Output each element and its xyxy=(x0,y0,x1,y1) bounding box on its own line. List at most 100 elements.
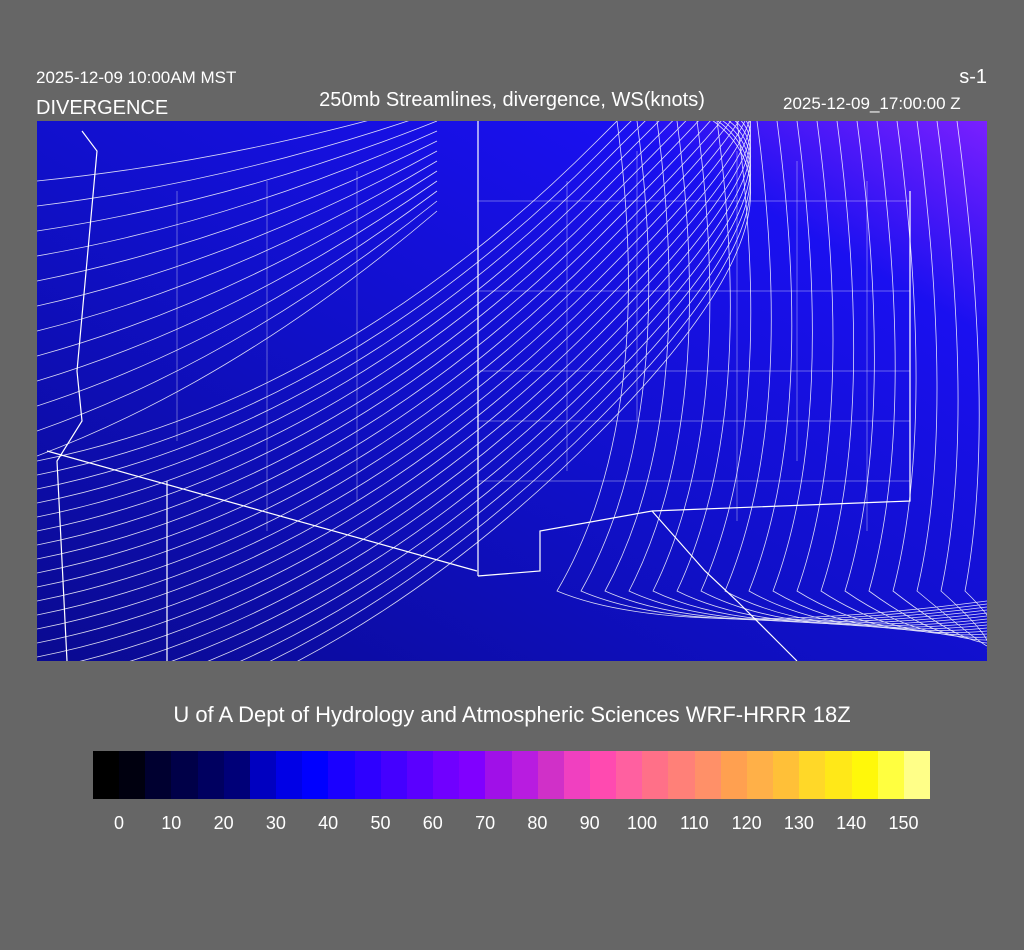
streamline xyxy=(844,121,987,638)
colorbar-swatch xyxy=(694,751,721,799)
streamline xyxy=(37,180,438,382)
streamline xyxy=(580,121,987,621)
streamline xyxy=(37,160,438,332)
wind-speed-map xyxy=(37,121,987,661)
colorbar-tick-label: 120 xyxy=(731,813,762,833)
colorbar-tick-label: 100 xyxy=(626,813,658,833)
colorbar-swatch xyxy=(171,751,198,799)
colorbar-swatch xyxy=(851,751,878,799)
colorbar-tick-label: 80 xyxy=(527,813,548,833)
streamline xyxy=(37,140,438,282)
streamline xyxy=(37,121,746,616)
colorbar-tick-label: 150 xyxy=(888,813,919,833)
colorbar-tick-label: 50 xyxy=(370,813,391,833)
streamline xyxy=(37,121,646,490)
colorbar-tick-label: 90 xyxy=(579,813,600,833)
streamline xyxy=(37,121,722,574)
state-borders xyxy=(46,121,911,661)
colorbar-swatch xyxy=(223,751,250,799)
streamline xyxy=(37,121,732,588)
streamline xyxy=(129,121,752,661)
colorbar-tick-label: 40 xyxy=(318,813,339,833)
colorbar-swatch xyxy=(537,751,564,799)
colorbar-swatch xyxy=(825,751,852,799)
wind-speed-fill xyxy=(37,121,987,661)
map-title: 250mb Streamlines, divergence, WS(knots) xyxy=(319,89,705,111)
colorbar-swatch xyxy=(668,751,695,799)
colorbar-swatch xyxy=(799,751,826,799)
streamline xyxy=(37,170,438,357)
streamline xyxy=(37,121,660,504)
colorbar-swatch xyxy=(276,751,303,799)
streamline xyxy=(628,121,987,623)
streamline xyxy=(956,121,987,652)
streamline xyxy=(556,121,987,620)
colorbar-tick-label: 60 xyxy=(422,813,443,833)
streamline xyxy=(37,121,368,182)
streamline xyxy=(269,121,752,661)
streamline xyxy=(37,121,750,630)
streamline xyxy=(37,130,438,257)
streamline xyxy=(37,121,751,644)
colorbar-swatch xyxy=(485,751,512,799)
streamline xyxy=(37,190,438,407)
streamline xyxy=(37,121,632,476)
colorbar-tick-label: 110 xyxy=(679,813,709,833)
colorbar-tick-label: 0 xyxy=(113,813,125,833)
colorbar-swatch xyxy=(773,751,800,799)
colorbar-tick-label: 20 xyxy=(213,813,234,833)
streamline xyxy=(892,121,987,644)
streamline xyxy=(79,121,752,661)
colorbar-swatch xyxy=(903,751,930,799)
colorbar-swatch xyxy=(642,751,669,799)
colorbar-swatch xyxy=(511,751,538,799)
credit-line: U of A Dept of Hydrology and Atmospheric… xyxy=(173,702,851,727)
streamline xyxy=(604,121,987,622)
colorbar xyxy=(93,751,930,799)
colorbar-swatch xyxy=(197,751,224,799)
streamline xyxy=(820,121,987,636)
colorbar-swatch xyxy=(616,751,643,799)
colorbar-swatch xyxy=(380,751,407,799)
colorbar-tick-label: 140 xyxy=(836,813,867,833)
colorbar-swatch xyxy=(433,751,460,799)
valid-time: 2025-12-09_17:00:00 Z xyxy=(783,94,961,113)
colorbar-swatch xyxy=(119,751,146,799)
streamline xyxy=(37,210,438,457)
streamline xyxy=(916,121,987,647)
colorbar-tick-label: 10 xyxy=(161,813,182,833)
streamline xyxy=(37,121,699,546)
field-label: DIVERGENCE xyxy=(36,97,169,119)
streamline xyxy=(296,121,751,661)
colorbar-swatch xyxy=(354,751,381,799)
streamline xyxy=(37,121,618,462)
colorbar-swatch xyxy=(746,751,774,799)
colorbar-swatch xyxy=(328,751,355,799)
streamline xyxy=(772,121,987,632)
colorbar-swatch xyxy=(563,751,590,799)
colorbar-labels: 0 10 20 30 40 50 60 70 80 90 100 110 120 130 140 150 xyxy=(0,813,1024,837)
colorbar-swatch xyxy=(589,751,617,799)
streamline xyxy=(37,121,711,560)
colorbar-tick-label: 30 xyxy=(265,813,286,833)
streamline xyxy=(37,121,752,658)
streamline xyxy=(240,121,752,661)
colorbar-swatch xyxy=(459,751,486,799)
streamline xyxy=(796,121,987,633)
colorbar-tick-label: 70 xyxy=(475,813,496,833)
streamline xyxy=(37,121,740,602)
colorbar-swatch xyxy=(145,751,172,799)
units-label: s-1 xyxy=(959,66,987,88)
streamline xyxy=(700,121,987,627)
streamline xyxy=(207,121,752,661)
colorbar-swatch xyxy=(720,751,747,799)
county-borders xyxy=(176,151,910,531)
streamline xyxy=(37,121,674,518)
streamline xyxy=(936,121,987,649)
colorbar-swatch xyxy=(249,751,277,799)
streamline xyxy=(171,121,752,661)
streamline xyxy=(37,121,687,532)
streamline xyxy=(37,150,438,307)
colorbar-swatch xyxy=(406,751,434,799)
streamline xyxy=(37,200,438,432)
